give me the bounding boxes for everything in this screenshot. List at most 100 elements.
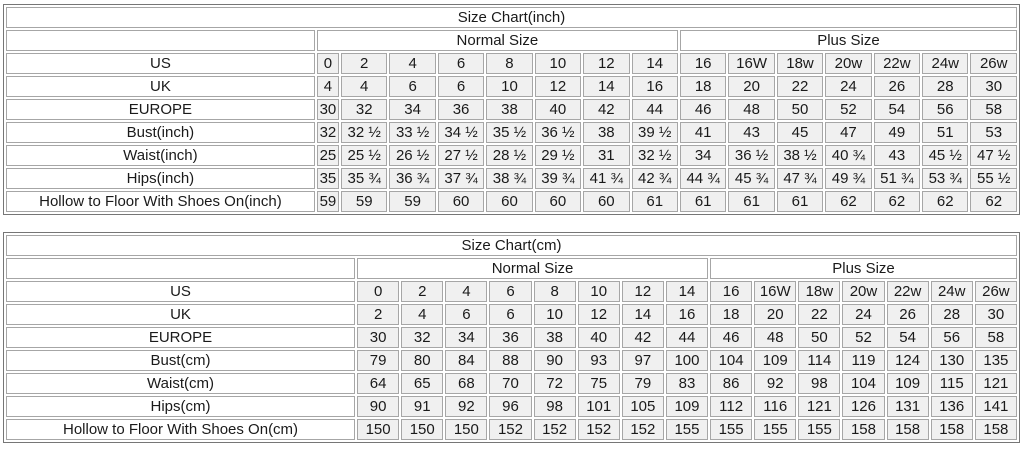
row-label: EUROPE	[6, 99, 315, 120]
size-value-cell: 8	[486, 53, 533, 74]
size-value-cell: 61	[679, 191, 727, 212]
size-value-cell: 114	[798, 350, 841, 371]
size-value-cell: 158	[974, 419, 1017, 440]
size-value-cell: 56	[930, 327, 973, 348]
size-value-cell: 34	[679, 145, 727, 166]
size-value-cell: 90	[357, 396, 400, 417]
size-value-cell: 51 ¾	[873, 168, 921, 189]
size-value-cell: 12	[577, 304, 620, 325]
size-value-cell: 16	[679, 53, 727, 74]
size-value-cell: 30	[357, 327, 400, 348]
size-value-cell: 65	[401, 373, 444, 394]
size-value-cell: 36	[437, 99, 485, 120]
size-value-cell: 112	[710, 396, 753, 417]
row-label: UK	[6, 304, 356, 325]
size-value-cell: 115	[930, 373, 973, 394]
size-value-cell: 54	[886, 327, 929, 348]
size-value-cell: 59	[389, 191, 436, 212]
size-value-cell: 42	[621, 327, 664, 348]
size-value-cell: 38	[486, 99, 533, 120]
table-row: Bust(cm) 79 80 84 88 90 93 97 100 104 109 114 119 124…	[6, 350, 1017, 371]
size-value-cell: 88	[489, 350, 532, 371]
size-value-cell: 47	[825, 122, 872, 143]
size-value-cell: 53	[970, 122, 1017, 143]
size-value-cell: 83	[665, 373, 709, 394]
row-label: US	[6, 53, 315, 74]
size-value-cell: 16W	[754, 281, 797, 302]
size-value-cell: 22	[798, 304, 841, 325]
size-value-cell: 60	[486, 191, 533, 212]
size-value-cell: 70	[489, 373, 532, 394]
size-value-cell: 22w	[873, 53, 921, 74]
size-value-cell: 56	[922, 99, 969, 120]
table-title: Size Chart(cm)	[6, 235, 1017, 256]
row-label: EUROPE	[6, 327, 356, 348]
size-value-cell: 45	[776, 122, 824, 143]
size-value-cell: 79	[357, 350, 400, 371]
size-value-cell: 0	[357, 281, 400, 302]
size-value-cell: 41 ¾	[583, 168, 630, 189]
size-value-cell: 38 ½	[776, 145, 824, 166]
size-value-cell: 16	[665, 304, 709, 325]
size-value-cell: 155	[754, 419, 797, 440]
size-value-cell: 10	[486, 76, 533, 97]
size-value-cell: 60	[583, 191, 630, 212]
size-value-cell: 47 ¾	[776, 168, 824, 189]
size-value-cell: 75	[577, 373, 620, 394]
size-value-cell: 2	[341, 53, 388, 74]
size-value-cell: 96	[489, 396, 532, 417]
size-value-cell: 36	[489, 327, 532, 348]
size-value-cell: 45 ½	[922, 145, 969, 166]
table-row: Hollow to Floor With Shoes On(inch) 59 59 5…	[6, 191, 1017, 212]
table-row: Hips(cm) 90 91 92 96 98 101 105 109 112 116 121 126 1…	[6, 396, 1017, 417]
size-value-cell: 136	[930, 396, 973, 417]
size-value-cell: 4	[389, 53, 436, 74]
size-value-cell: 121	[974, 373, 1017, 394]
size-value-cell: 61	[776, 191, 824, 212]
size-value-cell: 50	[798, 327, 841, 348]
size-value-cell: 4	[341, 76, 388, 97]
size-value-cell: 51	[922, 122, 969, 143]
size-value-cell: 60	[534, 191, 582, 212]
size-value-cell: 36 ½	[728, 145, 775, 166]
size-value-cell: 26 ½	[389, 145, 436, 166]
size-value-cell: 14	[665, 281, 709, 302]
table-row: Hollow to Floor With Shoes On(cm) 150 150 1…	[6, 419, 1017, 440]
size-value-cell: 58	[970, 99, 1017, 120]
size-value-cell: 20	[728, 76, 775, 97]
size-value-cell: 26w	[970, 53, 1017, 74]
table-row: Hips(inch) 35 35 ¾ 36 ¾ 37 ¾ 38 ¾ 39 ¾ 41 ¾ 42 ¾…	[6, 168, 1017, 189]
size-value-cell: 45 ¾	[728, 168, 775, 189]
size-value-cell: 26w	[974, 281, 1017, 302]
size-value-cell: 38 ¾	[486, 168, 533, 189]
size-value-cell: 6	[489, 281, 532, 302]
table-row: UK 2 4 6 6 10 12 14 16 18 20 22 24 26 28 30	[6, 304, 1017, 325]
size-charts-page: Size Chart(inch) Normal Size Plus Size US 0 2…	[3, 4, 1020, 443]
size-value-cell: 105	[621, 396, 664, 417]
size-value-cell: 28	[922, 76, 969, 97]
size-value-cell: 4	[445, 281, 488, 302]
size-value-cell: 32	[316, 122, 339, 143]
size-value-cell: 6	[437, 76, 485, 97]
size-value-cell: 32 ½	[631, 145, 678, 166]
size-value-cell: 98	[798, 373, 841, 394]
size-value-cell: 34	[389, 99, 436, 120]
size-value-cell: 59	[341, 191, 388, 212]
size-value-cell: 4	[401, 304, 444, 325]
size-value-cell: 150	[357, 419, 400, 440]
size-value-cell: 6	[445, 304, 488, 325]
size-value-cell: 14	[621, 304, 664, 325]
size-value-cell: 150	[401, 419, 444, 440]
size-value-cell: 41	[679, 122, 727, 143]
size-value-cell: 100	[665, 350, 709, 371]
size-value-cell: 55 ½	[970, 168, 1017, 189]
row-label: Hips(cm)	[6, 396, 356, 417]
size-value-cell: 150	[445, 419, 488, 440]
size-value-cell: 40 ¾	[825, 145, 872, 166]
row-label: UK	[6, 76, 315, 97]
size-value-cell: 50	[776, 99, 824, 120]
size-value-cell: 2	[357, 304, 400, 325]
size-value-cell: 28 ½	[486, 145, 533, 166]
corner-cell	[6, 258, 356, 279]
table-row: EUROPE 30 32 34 36 38 40 42 44 46 48 50 52 54 56 58	[6, 99, 1017, 120]
